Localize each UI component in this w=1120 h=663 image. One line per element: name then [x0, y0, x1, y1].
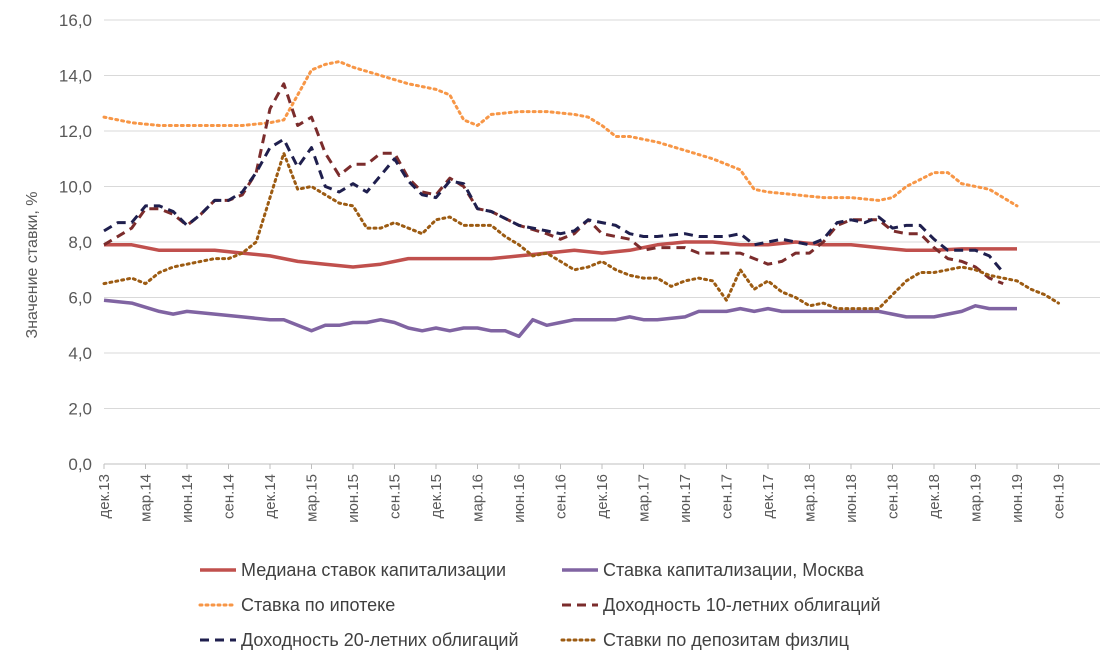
y-tick-label: 14,0 — [59, 67, 92, 86]
gridlines — [104, 19, 1100, 465]
x-tick-label: мар.17 — [636, 474, 653, 522]
x-tick-label: дек.15 — [428, 474, 445, 519]
y-axis-title: Значение ставки, % — [24, 192, 41, 339]
series-group — [102, 60, 1060, 339]
x-tick-label: июн.14 — [179, 474, 196, 523]
y-tick-label: 8,0 — [68, 233, 92, 252]
x-tick-label: дек.17 — [760, 474, 777, 519]
x-tick-label: мар.16 — [470, 474, 487, 522]
x-tick-label: сен.19 — [1051, 474, 1068, 519]
x-tick-label: июн.19 — [1009, 474, 1026, 523]
x-tick-label: дек.18 — [926, 474, 943, 519]
series-line-1 — [103, 298, 1017, 339]
x-tick-label: дек.14 — [262, 474, 279, 519]
x-tick-label: сен.16 — [553, 474, 570, 519]
legend: Медиана ставок капитализации Ставка капит… — [198, 560, 881, 650]
x-tick-label: сен.18 — [885, 474, 902, 519]
x-tick-label: июн.17 — [677, 474, 694, 523]
series-line-0 — [104, 240, 1017, 269]
x-tick-label: сен.14 — [221, 474, 238, 519]
y-axis: 0,0 2,0 4,0 6,0 8,0 10,0 12,0 14,0 16,0 — [59, 11, 92, 474]
legend-label-1: Ставка капитализации, Москва — [603, 560, 865, 580]
y-tick-label: 12,0 — [59, 122, 92, 141]
x-tick-label: мар.14 — [138, 474, 155, 522]
legend-label-4: Доходность 20-летних облигаций — [241, 630, 519, 650]
y-tick-label: 0,0 — [68, 455, 92, 474]
y-tick-label: 10,0 — [59, 178, 92, 197]
x-tick-label: дек.13 — [96, 474, 113, 519]
x-tick-label: мар.18 — [802, 474, 819, 522]
legend-label-3: Доходность 10-летних облигаций — [603, 595, 881, 615]
series-line-2 — [102, 60, 1019, 208]
y-tick-label: 2,0 — [68, 400, 92, 419]
y-tick-label: 4,0 — [68, 344, 92, 363]
x-tick-label: мар.15 — [304, 474, 321, 522]
x-tick-label: июн.16 — [511, 474, 528, 523]
x-tick-label: июн.15 — [345, 474, 362, 523]
y-tick-label: 16,0 — [59, 11, 92, 30]
legend-label-2: Ставка по ипотеке — [241, 595, 395, 615]
y-tick-label: 6,0 — [68, 289, 92, 308]
series-line-4 — [103, 137, 1005, 274]
x-tick-label: сен.17 — [719, 474, 736, 519]
series-line-5 — [102, 151, 1060, 311]
x-tick-label: дек.16 — [594, 474, 611, 519]
x-axis: дек.13 мар.14 июн.14 сен.14 дек.14 мар.15 июн.… — [96, 464, 1068, 523]
legend-label-0: Медиана ставок капитализации — [241, 560, 506, 580]
x-tick-label: сен.15 — [387, 474, 404, 519]
x-tick-label: мар.19 — [968, 474, 985, 522]
x-tick-label: июн.18 — [843, 474, 860, 523]
legend-label-5: Ставки по депозитам физлиц — [603, 630, 849, 650]
